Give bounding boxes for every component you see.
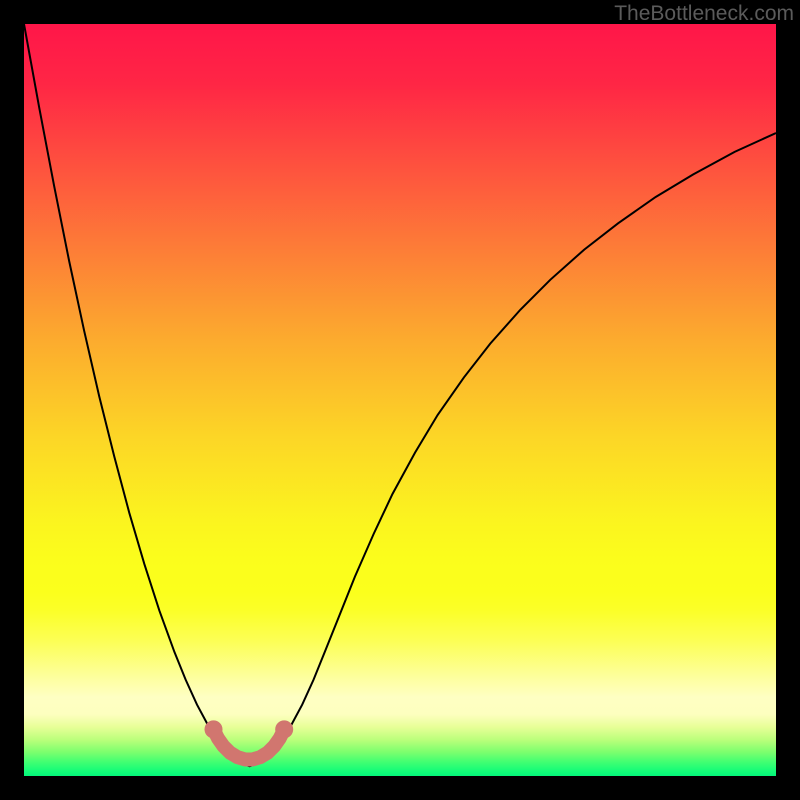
plot-area bbox=[24, 24, 776, 776]
optimal-region-marker-endpoint bbox=[205, 720, 223, 738]
optimal-region-marker-endpoint bbox=[275, 720, 293, 738]
chart-lines bbox=[24, 24, 776, 776]
frame: TheBottleneck.com bbox=[0, 0, 800, 800]
watermark-text: TheBottleneck.com bbox=[614, 2, 794, 26]
bottleneck-curve bbox=[24, 24, 776, 766]
optimal-region-marker bbox=[214, 729, 285, 759]
